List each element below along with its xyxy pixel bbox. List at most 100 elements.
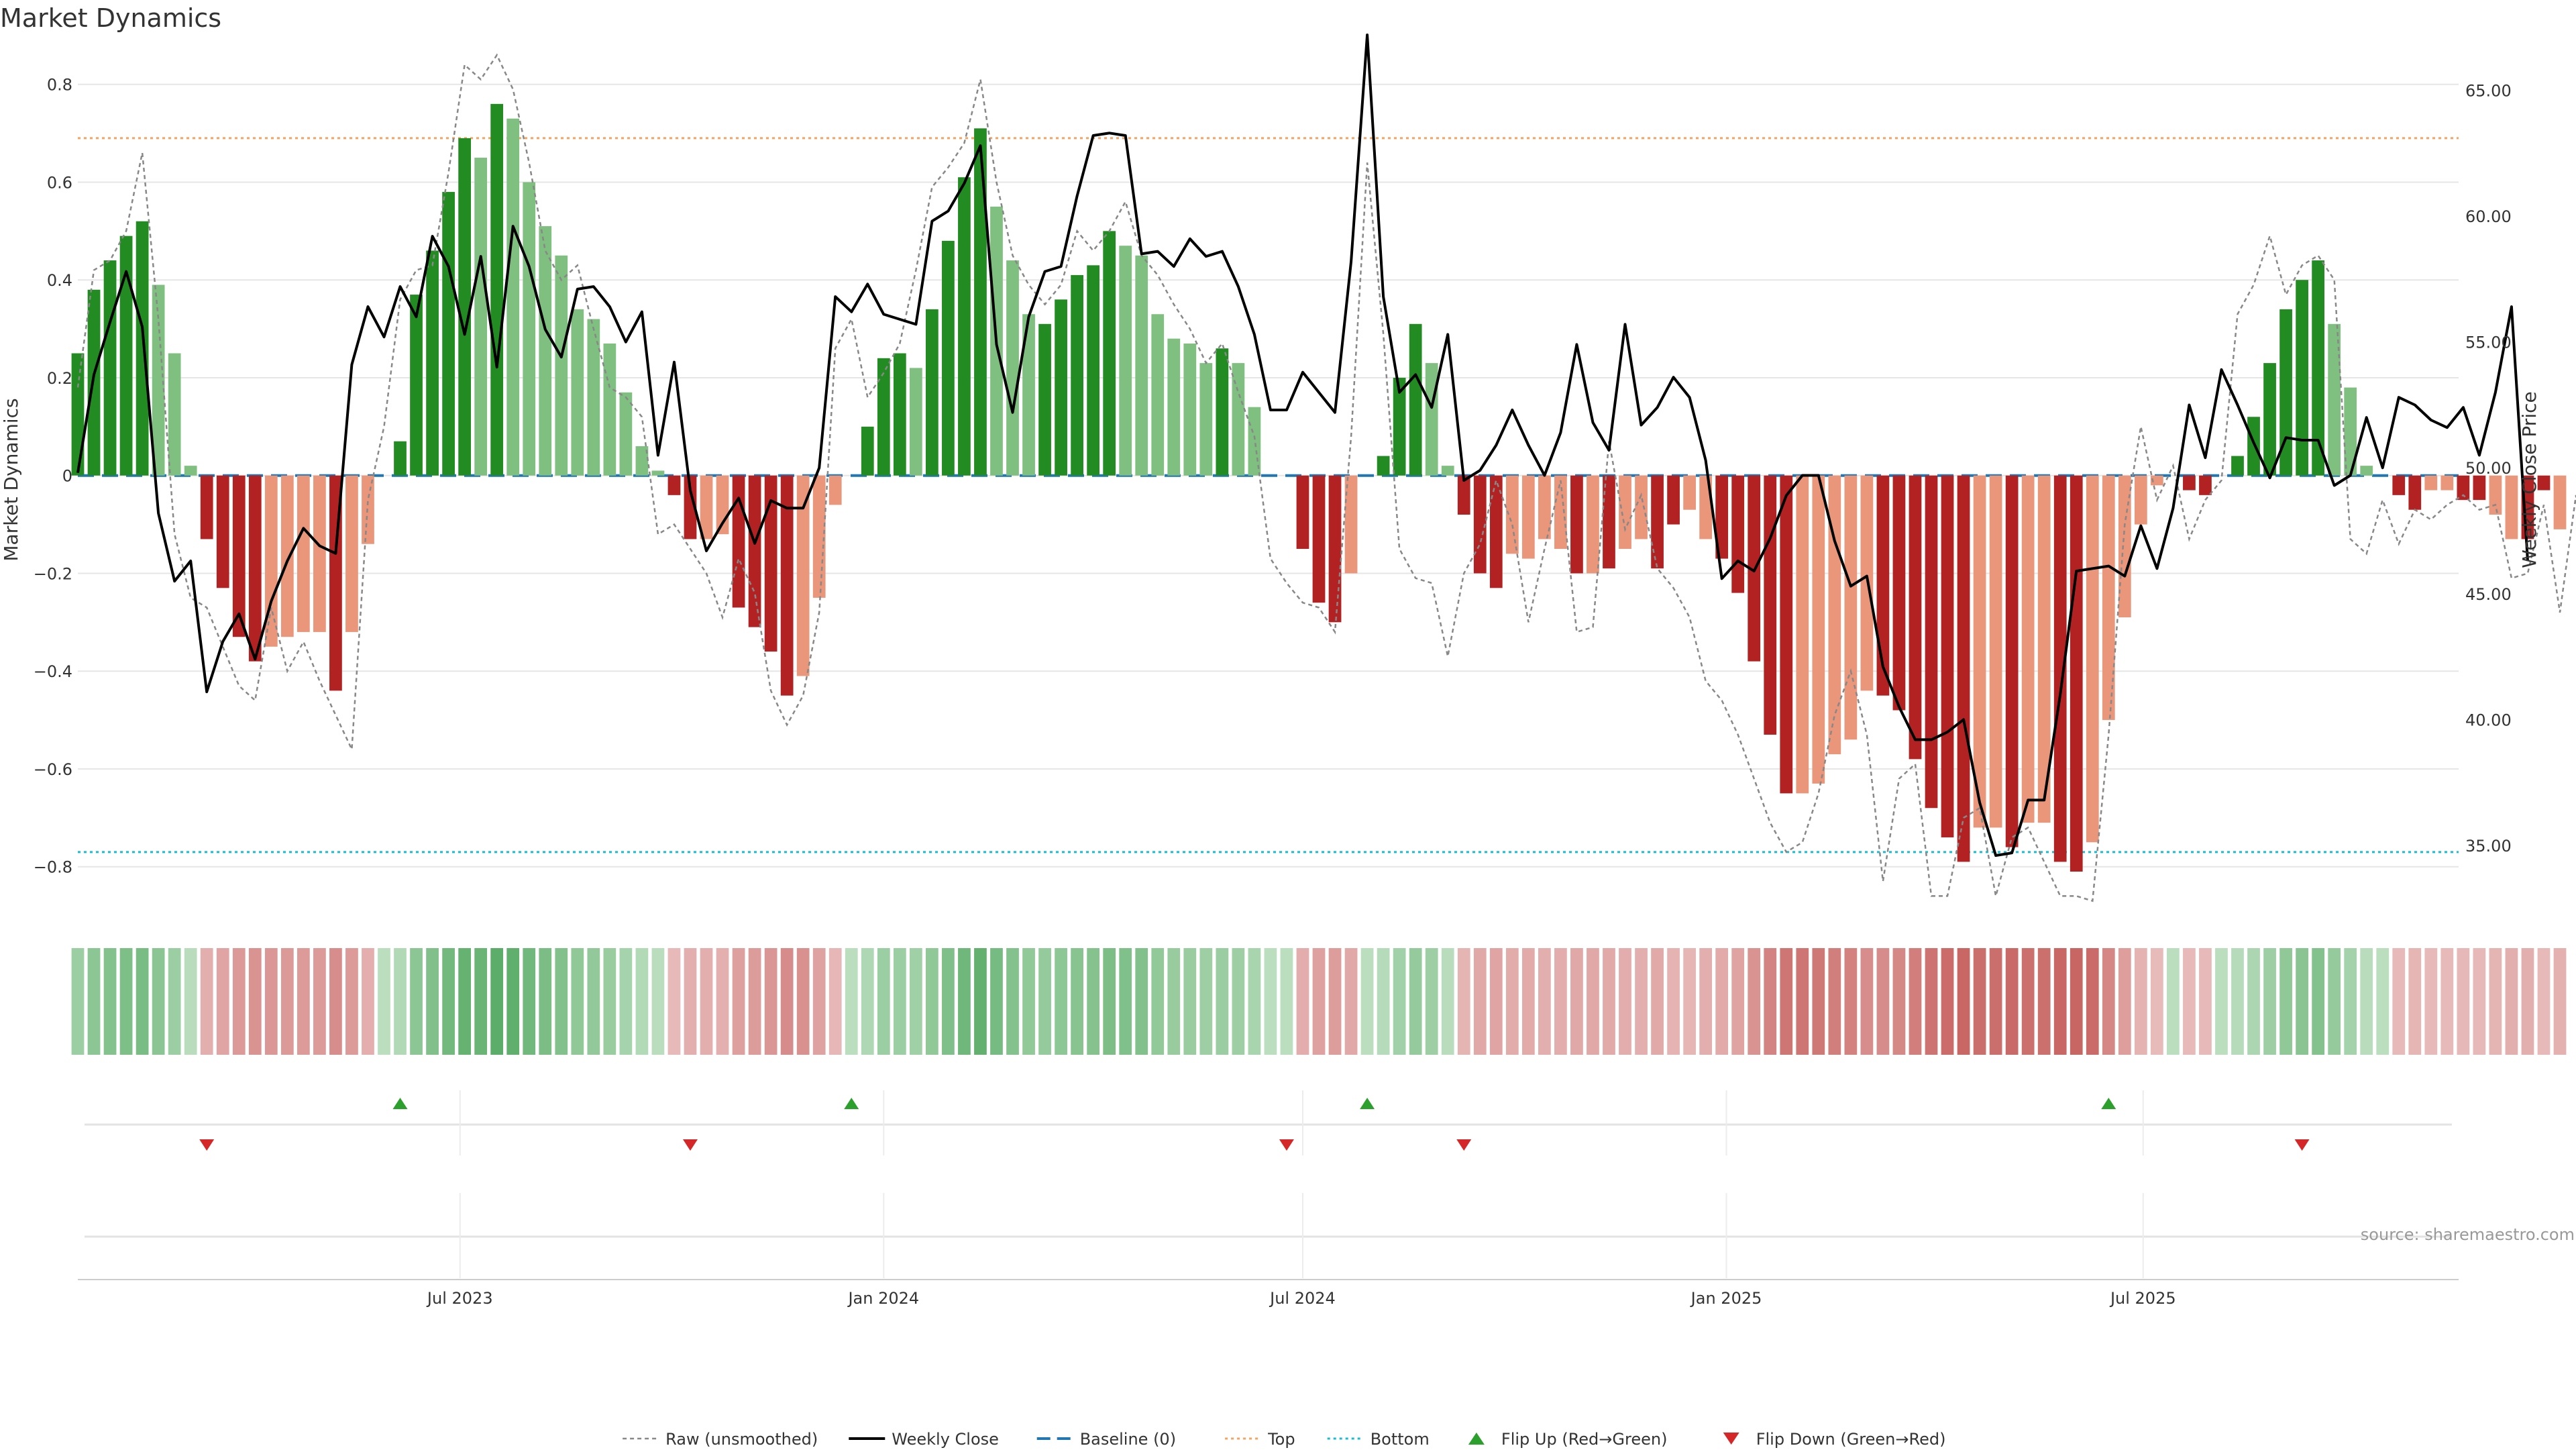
bar bbox=[152, 284, 165, 476]
bar bbox=[1587, 475, 1599, 574]
heat-cell bbox=[667, 948, 681, 1055]
legend-label: Weekly Close bbox=[892, 1430, 999, 1449]
heat-cell bbox=[200, 948, 213, 1055]
heat-cell bbox=[168, 948, 181, 1055]
bar bbox=[2440, 475, 2454, 490]
bar bbox=[2424, 475, 2438, 490]
heat-cell bbox=[861, 948, 874, 1055]
heat-cell bbox=[2134, 948, 2147, 1055]
y-right-tick-label: 60.00 bbox=[2465, 207, 2512, 226]
bar bbox=[619, 392, 633, 476]
heat-cell bbox=[1328, 948, 1342, 1055]
bar bbox=[539, 226, 552, 476]
legend-label: Raw (unsmoothed) bbox=[665, 1430, 818, 1449]
bar bbox=[1651, 475, 1664, 569]
bar bbox=[2070, 475, 2083, 872]
bar bbox=[909, 368, 922, 476]
bar bbox=[1489, 475, 1503, 588]
heat-cell bbox=[2231, 948, 2244, 1055]
heat-cell bbox=[700, 948, 713, 1055]
heat-cell bbox=[1715, 948, 1729, 1055]
y-right-tick-label: 50.00 bbox=[2465, 459, 2512, 478]
bar bbox=[2150, 475, 2163, 486]
bar bbox=[1087, 265, 1100, 476]
flip-up-marker bbox=[2101, 1098, 2116, 1109]
heat-cell bbox=[2247, 948, 2260, 1055]
heat-cell bbox=[845, 948, 858, 1055]
bar bbox=[490, 103, 504, 476]
bar bbox=[571, 309, 584, 476]
heat-cell bbox=[1538, 948, 1551, 1055]
bar bbox=[1038, 323, 1051, 476]
heat-cell bbox=[571, 948, 584, 1055]
heat-cell bbox=[1731, 948, 1745, 1055]
bar bbox=[1505, 475, 1519, 554]
bar bbox=[1457, 475, 1470, 515]
bar bbox=[1538, 475, 1551, 539]
bar bbox=[1022, 314, 1035, 476]
y-left-tick-label: 0.6 bbox=[47, 173, 72, 192]
heat-cell bbox=[1071, 948, 1083, 1055]
heat-cell bbox=[87, 948, 101, 1055]
bar bbox=[2473, 475, 2486, 501]
heat-cell bbox=[2424, 948, 2438, 1055]
heat-cell bbox=[909, 948, 922, 1055]
bar bbox=[1925, 475, 1938, 809]
heat-cell bbox=[1957, 948, 1970, 1055]
heat-cell bbox=[2360, 948, 2373, 1055]
bar bbox=[168, 353, 181, 476]
bar bbox=[1425, 363, 1438, 476]
heat-cell bbox=[345, 948, 358, 1055]
heat-cell bbox=[1651, 948, 1664, 1055]
heat-cell bbox=[490, 948, 504, 1055]
close-line bbox=[76, 34, 2529, 857]
heat-cell bbox=[394, 948, 407, 1055]
heat-cell bbox=[1925, 948, 1938, 1055]
heat-cell bbox=[1828, 948, 1841, 1055]
heat-cell bbox=[1554, 948, 1567, 1055]
heat-cell bbox=[426, 948, 439, 1055]
heat-cell bbox=[2183, 948, 2196, 1055]
y-left-tick-label: 0 bbox=[62, 467, 72, 486]
bar bbox=[1473, 475, 1487, 574]
bar bbox=[426, 250, 439, 476]
heat-cell bbox=[603, 948, 616, 1055]
bar bbox=[2134, 475, 2147, 525]
bar bbox=[1796, 475, 1809, 794]
y-left-tick-label: 0.2 bbox=[47, 369, 72, 388]
heat-cell bbox=[2312, 948, 2324, 1055]
heat-cell bbox=[103, 948, 117, 1055]
bar bbox=[1715, 475, 1729, 559]
bar bbox=[1844, 475, 1858, 740]
bar bbox=[2505, 475, 2518, 539]
bar bbox=[1151, 314, 1165, 476]
bar bbox=[2296, 280, 2308, 476]
bar bbox=[1780, 475, 1793, 794]
bar bbox=[1909, 475, 1922, 760]
bar bbox=[184, 466, 197, 476]
heat-cell bbox=[1860, 948, 1874, 1055]
y-right-tick-label: 40.00 bbox=[2465, 711, 2512, 729]
bar bbox=[1167, 338, 1181, 476]
heat-cell bbox=[1038, 948, 1051, 1055]
heat-cell bbox=[2021, 948, 2035, 1055]
heat-cell bbox=[893, 948, 906, 1055]
heat-cell bbox=[926, 948, 938, 1055]
heat-cell bbox=[828, 948, 842, 1055]
heat-cell bbox=[1409, 948, 1422, 1055]
bar bbox=[1731, 475, 1745, 593]
bar bbox=[1071, 274, 1083, 476]
bar bbox=[684, 475, 697, 539]
heat-cell bbox=[2473, 948, 2486, 1055]
bar bbox=[1603, 475, 1615, 569]
bar bbox=[2263, 363, 2276, 476]
bar bbox=[1409, 323, 1422, 476]
heat-cell bbox=[136, 948, 149, 1055]
bar bbox=[506, 118, 520, 476]
heat-cell bbox=[216, 948, 229, 1055]
heat-cell bbox=[1232, 948, 1245, 1055]
heat-cell bbox=[764, 948, 777, 1055]
bar bbox=[2005, 475, 2019, 847]
heat-cell bbox=[297, 948, 310, 1055]
heat-cell bbox=[1812, 948, 1825, 1055]
